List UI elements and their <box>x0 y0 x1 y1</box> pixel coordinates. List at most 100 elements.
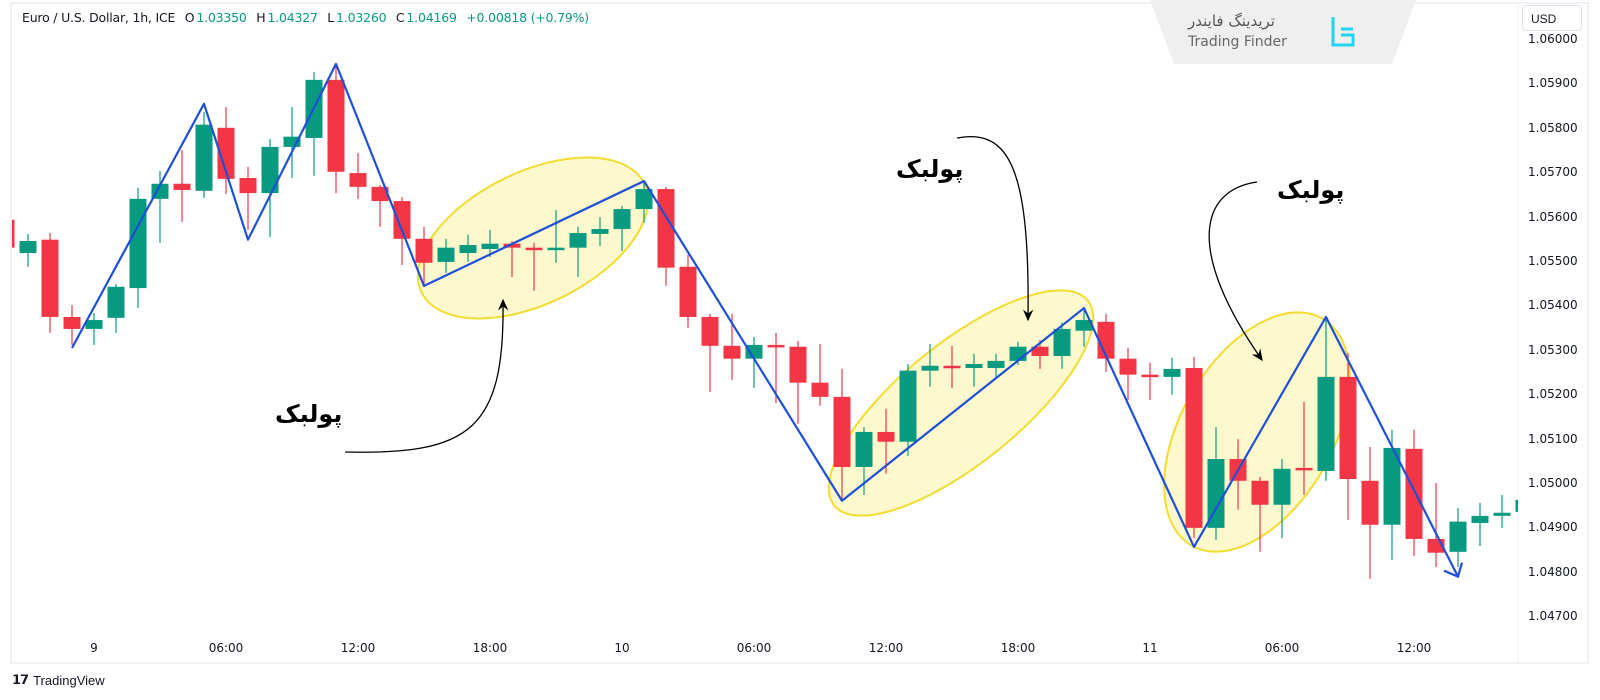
candle-34 <box>745 336 763 388</box>
candle-body <box>1031 346 1049 357</box>
price-tick-label: 1.05800 <box>1528 120 1578 135</box>
candle-body <box>1317 376 1335 472</box>
price-tick-label: 1.06000 <box>1528 32 1578 46</box>
candle-body <box>437 247 455 262</box>
candle-body <box>701 316 719 346</box>
candle-body <box>19 241 37 254</box>
candle-10 <box>217 106 235 194</box>
tradingview-branding[interactable]: 𝟭𝟳 TradingView <box>12 672 105 688</box>
candle-13 <box>283 106 301 178</box>
candle-23 <box>503 241 521 277</box>
candle-body <box>1383 447 1401 525</box>
candle-47 <box>1031 340 1049 369</box>
candle-body <box>1515 499 1518 512</box>
candle-body <box>1075 320 1093 331</box>
candle-67 <box>1471 502 1489 547</box>
candle-body <box>525 247 543 251</box>
price-tick-label: 1.05100 <box>1528 431 1578 446</box>
candle-29 <box>635 181 653 223</box>
candle-42 <box>921 344 939 387</box>
candle-body <box>371 186 389 202</box>
candle-body <box>789 346 807 383</box>
candle-body <box>1009 346 1027 361</box>
candle-body <box>1339 376 1357 480</box>
pullback-label-3: پولبک <box>1277 176 1345 204</box>
candle-6 <box>129 187 147 309</box>
candle-body <box>855 431 873 468</box>
candle-body <box>657 189 675 268</box>
candle-body <box>569 233 587 248</box>
price-tick-label: 1.04700 <box>1528 609 1578 624</box>
candle-body <box>239 177 257 194</box>
candle-0 <box>12 219 15 248</box>
candle-28 <box>613 205 631 251</box>
candle-50 <box>1097 313 1115 372</box>
candle-body <box>1251 480 1269 505</box>
price-tick-label: 1.05700 <box>1528 165 1578 180</box>
candle-15 <box>327 63 345 194</box>
close-label: C <box>395 10 405 25</box>
pullback-label-2: پولبک <box>896 155 964 183</box>
candle-53 <box>1163 357 1181 395</box>
time-tick-label: 11 <box>1142 641 1158 655</box>
brand-name-en: Trading Finder <box>1188 34 1287 50</box>
candle-body <box>1097 321 1115 359</box>
candle-8 <box>173 150 191 222</box>
candle-40 <box>877 408 895 474</box>
candle-body <box>1273 468 1291 505</box>
brand-name-fa: تریدینگ فایندر <box>1188 12 1275 30</box>
candle-body <box>283 136 301 147</box>
candle-body <box>987 360 1005 369</box>
candle-body <box>129 198 147 289</box>
price-tick-label: 1.05000 <box>1528 476 1578 490</box>
candle-body <box>85 320 103 329</box>
symbol-title[interactable]: Euro / U.S. Dollar, 1h, ICE <box>22 10 176 25</box>
close-value: 1.04169 <box>406 10 457 25</box>
candle-1 <box>19 233 37 267</box>
currency-button[interactable]: USD <box>1522 5 1582 31</box>
candle-9 <box>195 111 213 198</box>
open-value: 1.03350 <box>196 10 247 25</box>
candle-body <box>12 219 15 248</box>
candle-body <box>547 247 565 251</box>
candle-58 <box>1273 459 1291 539</box>
high-label: H <box>256 10 266 25</box>
candle-64 <box>1405 429 1423 556</box>
candle-41 <box>899 364 917 456</box>
time-tick-label: 10 <box>614 641 630 655</box>
brand-banner <box>1150 0 1416 64</box>
candle-body <box>217 127 235 179</box>
candle-body <box>1295 467 1313 471</box>
candle-69 <box>1515 499 1518 512</box>
candle-body <box>613 209 631 230</box>
candle-body <box>459 245 477 254</box>
candle-65 <box>1427 483 1445 567</box>
zigzag-arrowhead <box>1443 562 1464 579</box>
candle-body <box>767 344 785 348</box>
candle-44 <box>965 353 983 387</box>
candle-body <box>503 243 521 248</box>
change-value: +0.00818 (+0.79%) <box>466 10 589 25</box>
candle-3 <box>63 304 81 345</box>
candle-body <box>943 365 961 369</box>
candle-body <box>107 286 125 318</box>
candle-body <box>393 201 411 239</box>
candle-43 <box>943 345 961 388</box>
candle-11 <box>239 166 257 230</box>
candle-body <box>1053 328 1071 357</box>
candle-body <box>899 370 917 442</box>
candle-52 <box>1141 362 1159 400</box>
candle-2 <box>41 233 59 333</box>
candle-4 <box>85 312 103 345</box>
candle-63 <box>1383 429 1401 560</box>
candle-body <box>1207 459 1225 528</box>
candle-26 <box>569 226 587 277</box>
candles-layer <box>12 63 1518 579</box>
candle-20 <box>437 238 455 273</box>
price-tick-label: 1.04800 <box>1528 564 1578 579</box>
candle-7 <box>151 170 169 243</box>
time-tick-label: 06:00 <box>1264 641 1300 655</box>
trading-finder-logo-icon <box>1331 17 1355 47</box>
pullback-label-1: پولبک <box>275 400 343 428</box>
